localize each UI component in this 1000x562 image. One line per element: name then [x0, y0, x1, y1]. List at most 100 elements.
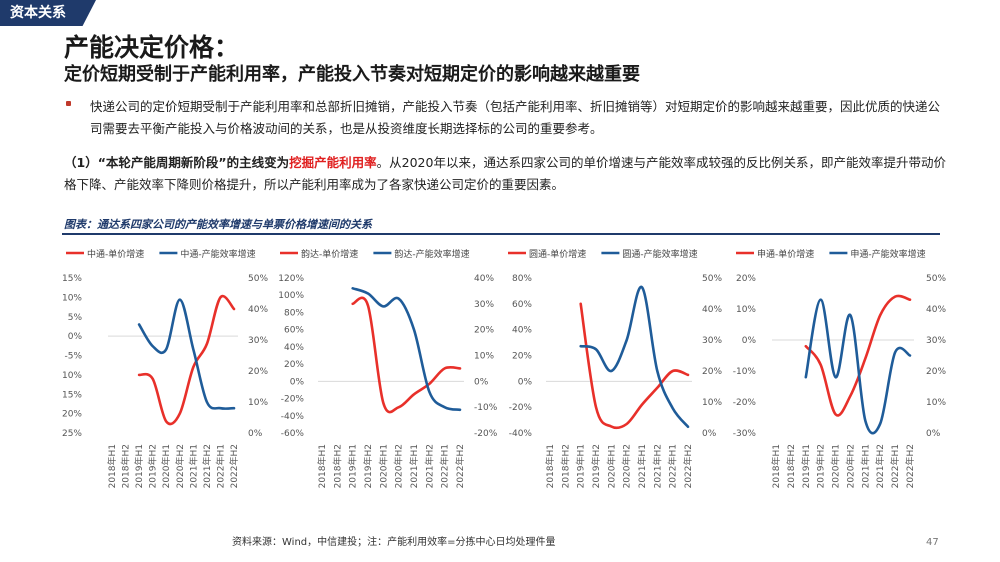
left-axis-tick: 80%: [512, 274, 532, 284]
series-line: [351, 287, 462, 412]
category-label: 2018年H2: [331, 444, 343, 488]
right-axis-tick: 10%: [474, 352, 494, 362]
left-axis-tick: -60%: [281, 429, 305, 439]
right-axis-tick: 30%: [926, 336, 946, 346]
source-note: 资料来源：Wind，中信建投；注：产能利用效率=分拣中心日均处理件量: [232, 537, 556, 548]
category-label: 2022年H1: [889, 444, 901, 488]
point-paragraph: （1）“本轮产能周期新阶段”的主线变为挖掘产能利用率。从2020年以来，通达系四…: [64, 152, 950, 196]
category-label: 2021年H2: [651, 444, 663, 488]
series-line: [804, 298, 912, 435]
category-label: 2021年H1: [636, 444, 648, 488]
left-axis-tick: 0%: [290, 377, 305, 387]
figure-title: 图表：通达系四家公司的产能效率增速与单票价格增速间的关系: [64, 218, 372, 231]
series-line: [579, 285, 690, 429]
category-label: 2018年H1: [770, 444, 782, 488]
right-axis-tick: 40%: [926, 305, 946, 315]
legend-label: 中通-产能效率增速: [180, 248, 255, 260]
category-label: 2019年H1: [575, 444, 587, 488]
right-axis-tick: 20%: [702, 367, 722, 377]
right-axis-tick: 50%: [926, 274, 946, 284]
category-label: 2022年H1: [667, 444, 679, 488]
left-axis-tick: 0%: [518, 377, 533, 387]
category-label: 2022年H1: [439, 444, 451, 488]
figure-rule: [62, 233, 940, 235]
category-label: 2018年H2: [120, 444, 132, 488]
legend-label: 申通-产能效率增速: [850, 248, 925, 260]
category-label: 2021年H1: [187, 444, 199, 488]
left-axis-tick: -25%: [62, 429, 82, 439]
left-axis-tick: -5%: [64, 352, 82, 362]
page-subtitle: 定价短期受制于产能利用率，产能投入节奏对短期定价的影响越来越重要: [64, 64, 640, 85]
category-label: 2022年H2: [228, 444, 240, 488]
left-axis-tick: 40%: [512, 326, 532, 336]
right-axis-tick: 20%: [474, 326, 494, 336]
bullet-marker: [66, 101, 71, 106]
left-axis-tick: 0%: [68, 332, 83, 342]
category-label: 2020年H2: [393, 444, 405, 488]
left-axis-tick: 10%: [736, 305, 756, 315]
chart-yunda: 韵达-单价增速 韵达-产能效率增速 120% 100% 80% 60% 40% 20% 0% -2…: [278, 248, 498, 488]
bullet-paragraph: 快递公司的定价短期受制于产能利用率和总部折旧摊销，产能投入节奏（包括产能利用率、…: [90, 99, 941, 136]
right-axis-tick: 30%: [702, 336, 722, 346]
legend-label: 中通-单价增速: [87, 248, 144, 260]
category-label: 2019年H2: [362, 444, 374, 488]
legend-label: 圆通-单价增速: [529, 248, 586, 260]
left-axis-tick: -20%: [509, 403, 533, 413]
page-number: 47: [926, 537, 939, 548]
series-line: [137, 294, 236, 426]
left-axis-tick: 20%: [284, 360, 304, 370]
right-axis-tick: 40%: [248, 305, 268, 315]
right-axis-tick: 10%: [702, 398, 722, 408]
right-axis-tick: 20%: [926, 367, 946, 377]
left-axis-tick: -20%: [733, 398, 757, 408]
point-rest: 。从2020年以来，通达系四家公司的单价增速与产能效率成较强的反比例关系，即产能…: [64, 155, 946, 192]
left-axis-tick: 5%: [68, 313, 83, 323]
category-label: 2019年H1: [800, 444, 812, 488]
left-axis-tick: 120%: [278, 274, 304, 284]
category-label: 2021年H1: [408, 444, 420, 488]
right-axis-tick: 50%: [702, 274, 722, 284]
right-axis-tick: 10%: [926, 398, 946, 408]
right-axis-tick: 20%: [248, 367, 268, 377]
category-label: 2021年H1: [859, 444, 871, 488]
category-label: 2020年H1: [830, 444, 842, 488]
left-axis-tick: -40%: [281, 412, 305, 422]
category-label: 2021年H2: [201, 444, 213, 488]
left-axis-tick: 80%: [284, 308, 304, 318]
legend-label: 韵达-产能效率增速: [394, 248, 469, 260]
category-label: 2022年H2: [454, 444, 466, 488]
category-label: 2020年H2: [621, 444, 633, 488]
left-axis-tick: -10%: [733, 367, 757, 377]
right-axis-tick: 40%: [474, 274, 494, 284]
category-label: 2020年H1: [605, 444, 617, 488]
category-label: 2019年H2: [815, 444, 827, 488]
series-line: [137, 298, 236, 410]
left-axis-tick: 20%: [736, 274, 756, 284]
right-axis-tick: -10%: [474, 403, 498, 413]
right-axis-tick: -20%: [474, 429, 498, 439]
series-line: [804, 294, 912, 417]
series-line: [579, 302, 690, 430]
category-label: 2020年H1: [160, 444, 172, 488]
left-axis-tick: -15%: [62, 390, 82, 400]
right-axis-tick: 0%: [248, 429, 263, 439]
right-axis-tick: 0%: [702, 429, 717, 439]
category-label: 2021年H2: [874, 444, 886, 488]
chart-zto: 中通-单价增速 中通-产能效率增速 15% 10% 5% 0% -5% -10% -15% -20…: [62, 248, 268, 488]
left-axis-tick: 100%: [278, 291, 304, 301]
section-tag: 资本关系: [0, 0, 96, 26]
category-label: 2019年H1: [347, 444, 359, 488]
category-label: 2020年H2: [844, 444, 856, 488]
left-axis-tick: -30%: [733, 429, 757, 439]
left-axis-tick: 15%: [62, 274, 82, 284]
left-axis-tick: 60%: [512, 300, 532, 310]
legend-label: 圆通-产能效率增速: [622, 248, 697, 260]
series-line: [351, 296, 462, 414]
category-label: 2018年H2: [785, 444, 797, 488]
right-axis-tick: 0%: [926, 429, 941, 439]
left-axis-tick: -20%: [281, 395, 305, 405]
point-highlight: 挖掘产能利用率: [289, 155, 377, 170]
left-axis-tick: 0%: [742, 336, 757, 346]
right-axis-tick: 30%: [248, 336, 268, 346]
left-axis-tick: -40%: [509, 429, 533, 439]
